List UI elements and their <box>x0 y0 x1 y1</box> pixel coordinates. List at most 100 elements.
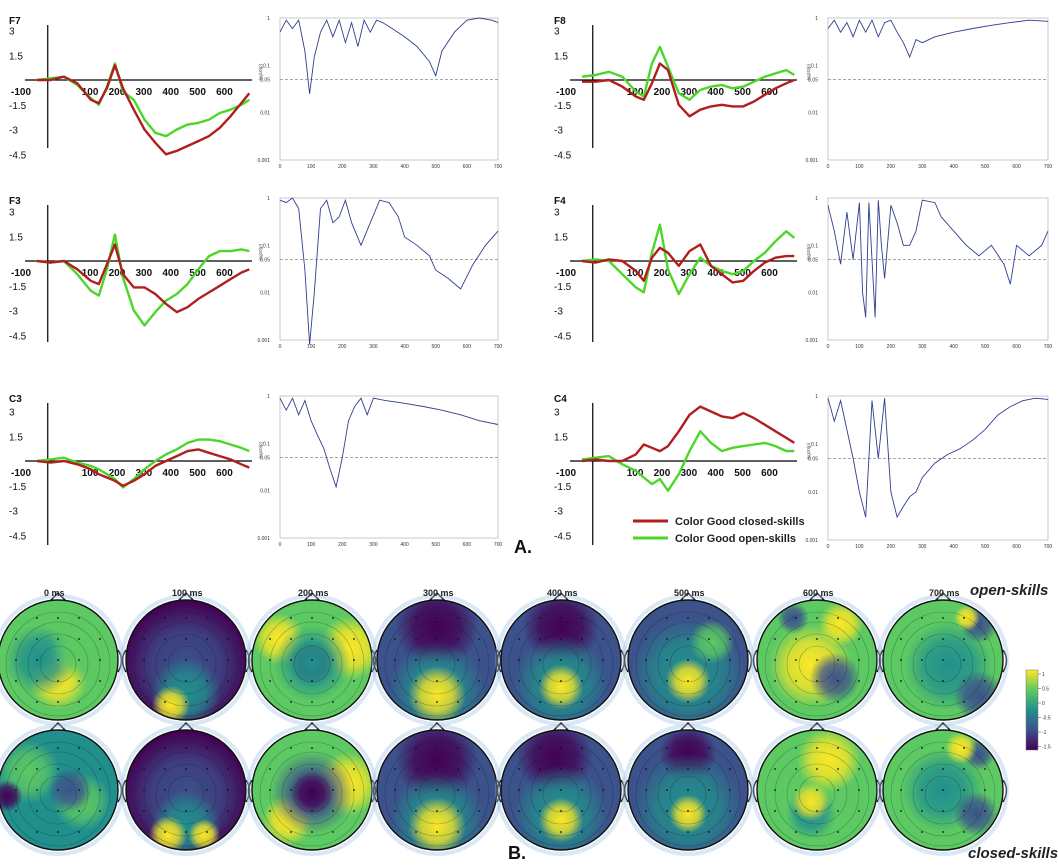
head-outline <box>756 599 878 721</box>
activation-blob <box>47 767 93 813</box>
pvalue-x-tick-label: 700 <box>494 542 503 548</box>
erp-y-tick-label: -4.5 <box>554 150 572 161</box>
pvalue-x-tick-label: 600 <box>1012 164 1021 170</box>
pvalue-x-tick-label: 500 <box>981 164 990 170</box>
erp-y-tick-label: 1.5 <box>554 432 568 443</box>
erp-x-tick-label: -100 <box>556 87 576 98</box>
contour-line <box>669 645 707 683</box>
electrode-dot <box>478 789 480 791</box>
electrode-dot <box>666 701 668 703</box>
electrode-dot <box>269 789 271 791</box>
electrode-dot <box>143 768 145 770</box>
electrode-dot <box>78 617 80 619</box>
pvalue-y-tick-label: 1 <box>815 196 818 202</box>
contour-line <box>15 751 101 837</box>
electrode-dot <box>36 810 38 812</box>
electrode-dot <box>539 680 541 682</box>
electrode-dot <box>57 617 59 619</box>
erp-channel-label: F8 <box>554 16 566 27</box>
pvalue-line <box>827 397 1049 519</box>
erp-x-tick-label: 300 <box>136 87 153 98</box>
left-ear-outline <box>121 649 127 673</box>
electrode-dot <box>164 789 166 791</box>
contour-line <box>394 751 480 837</box>
electrode-dot <box>457 680 459 682</box>
right-ear-outline <box>117 779 123 803</box>
electrode-dot <box>539 831 541 833</box>
pvalue-frame <box>827 395 1049 541</box>
electrode-dot <box>858 638 860 640</box>
electrode-dot <box>457 810 459 812</box>
electrode-dot <box>78 701 80 703</box>
head-outline <box>882 729 1004 851</box>
pvalue-y-tick-label: 0.1 <box>811 442 818 448</box>
electrode-dot <box>837 789 839 791</box>
contour-line <box>774 621 860 707</box>
erp-y-tick-label: 1.5 <box>554 232 568 243</box>
electrode-dot <box>78 638 80 640</box>
pvalue-x-tick-label: 300 <box>918 164 927 170</box>
head-outline <box>500 599 622 721</box>
contour-line <box>669 775 707 813</box>
pvalue-y-axis-label: -log10(p) <box>258 63 263 82</box>
pvalue-x-tick-label: 400 <box>950 164 959 170</box>
activation-blob <box>954 605 980 631</box>
electrode-dot <box>560 680 562 682</box>
electrode-dot <box>269 768 271 770</box>
pvalue-x-tick-label: 300 <box>369 344 378 350</box>
electrode-dot <box>99 680 101 682</box>
electrode-dot <box>394 659 396 661</box>
erp-x-tick-label: 400 <box>162 468 179 479</box>
electrode-dot <box>560 831 562 833</box>
nose-outline <box>679 591 697 602</box>
electrode-dot <box>518 810 520 812</box>
electrode-dot <box>518 789 520 791</box>
erp-x-tick-label: 300 <box>681 468 698 479</box>
pvalue-y-tick-label: 1 <box>267 394 270 400</box>
electrode-dot <box>602 789 604 791</box>
electrode-dot <box>99 638 101 640</box>
electrode-dot <box>518 638 520 640</box>
scalp-map <box>252 730 372 850</box>
electrode-dot <box>185 659 187 661</box>
electrode-dot <box>816 747 818 749</box>
contour-line <box>281 763 343 825</box>
head-halo <box>246 724 378 856</box>
erp-channel-label: F4 <box>554 196 566 207</box>
pvalue-x-tick-label: 0 <box>279 164 282 170</box>
electrode-dot <box>539 617 541 619</box>
erp-x-tick-label: 500 <box>189 268 206 279</box>
electrode-dot <box>332 659 334 661</box>
colorbar-tick-label: 0 <box>1042 701 1045 707</box>
electrode-dot <box>539 638 541 640</box>
right-ear-outline <box>245 779 251 803</box>
row-label-open: open-skills <box>970 582 1048 599</box>
erp-y-tick-label: -4.5 <box>9 150 27 161</box>
scalp-map <box>377 730 497 850</box>
activation-blob <box>408 666 466 720</box>
pvalue-x-tick-label: 200 <box>887 544 896 550</box>
pvalue-x-tick-label: 200 <box>887 344 896 350</box>
electrode-dot <box>57 789 59 791</box>
electrode-dot <box>774 680 776 682</box>
pvalue-line <box>827 199 1049 318</box>
electrode-dot <box>963 680 965 682</box>
electrode-dot <box>227 638 229 640</box>
electrode-dot <box>227 789 229 791</box>
electrode-dot <box>942 768 944 770</box>
electrode-dot <box>984 810 986 812</box>
pvalue-x-tick-label: 0 <box>279 344 282 350</box>
electrode-dot <box>539 789 541 791</box>
electrode-dot <box>942 810 944 812</box>
electrode-dot <box>581 638 583 640</box>
topomap-open-1 <box>120 591 252 726</box>
electrode-dot <box>457 768 459 770</box>
contour-line <box>774 751 860 837</box>
electrode-dot <box>581 831 583 833</box>
erp-y-tick-label: -4.5 <box>554 331 572 342</box>
electrode-dot <box>518 680 520 682</box>
electrode-dot <box>984 638 986 640</box>
electrode-dot <box>206 617 208 619</box>
topomap-closed-6 <box>751 721 883 856</box>
pvalue-line <box>827 19 1049 59</box>
